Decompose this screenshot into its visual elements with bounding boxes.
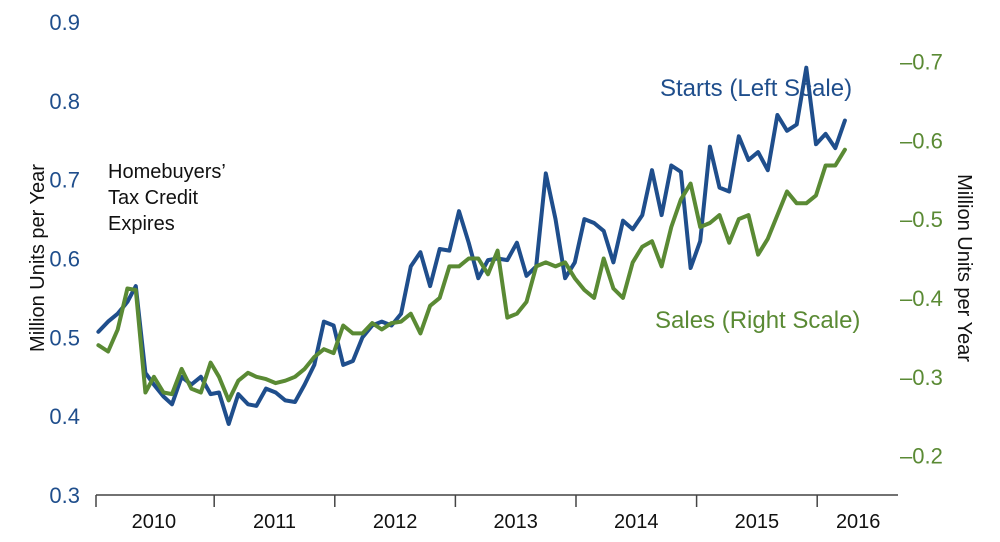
left-tick-label: 0.9: [49, 10, 80, 35]
x-tick-label: 2013: [493, 511, 538, 533]
left-tick-label: 0.8: [49, 89, 80, 114]
left-tick-label: 0.3: [49, 483, 80, 508]
left-tick-label: 0.5: [49, 325, 80, 350]
left-tick-label: 0.4: [49, 404, 80, 429]
right-tick-label: –0.2: [900, 444, 943, 469]
right-tick-label: –0.4: [900, 286, 943, 311]
left-tick-label: 0.6: [49, 247, 80, 272]
tax-credit-annotation-line-1: Homebuyers’: [108, 161, 226, 183]
sales-series-line: [96, 147, 847, 403]
left-axis-ticks: 0.9 0.8 0.7 0.6 0.5 0.4 0.3: [49, 10, 80, 508]
x-tick-label: 2011: [253, 511, 296, 533]
x-tick-label: 2010: [132, 511, 177, 533]
right-axis-title: Million Units per Year: [953, 174, 975, 362]
tax-credit-annotation-line-3: Expires: [108, 213, 175, 235]
x-tick-label: 2014: [614, 511, 659, 533]
x-tick-label: 2015: [735, 511, 780, 533]
right-tick-label: –0.7: [900, 49, 943, 74]
sales-series-label: Sales (Right Scale): [655, 307, 860, 334]
left-axis-title: Million Units per Year: [27, 164, 49, 352]
left-tick-label: 0.7: [49, 168, 80, 193]
right-tick-label: –0.6: [900, 128, 943, 153]
tax-credit-annotation-line-2: Tax Credit: [108, 187, 198, 209]
x-axis: 2010 2011 2012 2013 2014 2015 2016: [95, 494, 898, 533]
x-tick-label: 2016: [836, 511, 881, 533]
right-axis-ticks: –0.7 –0.6 –0.5 –0.4 –0.3 –0.2: [900, 49, 943, 468]
x-tick-label: 2012: [373, 511, 418, 533]
starts-series-label: Starts (Left Scale): [660, 75, 852, 102]
right-tick-label: –0.3: [900, 365, 943, 390]
right-tick-label: –0.5: [900, 207, 943, 232]
starts-series-line: [96, 65, 847, 426]
series-layer: [96, 65, 847, 426]
